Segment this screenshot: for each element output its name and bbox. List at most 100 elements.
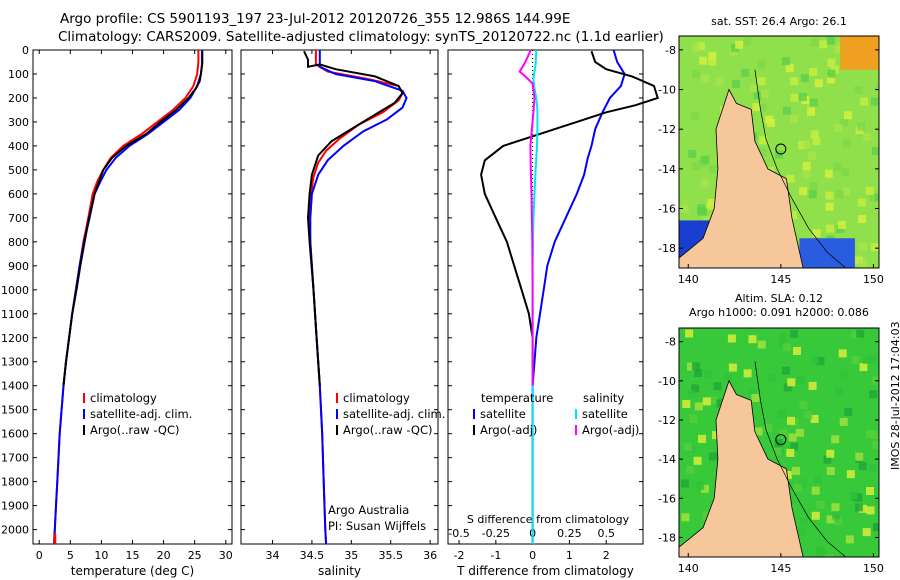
sla_map-pixel bbox=[850, 330, 859, 339]
sst_map-pixel bbox=[786, 174, 795, 183]
series-line-argo-raw-qc- bbox=[62, 51, 204, 386]
salinity-legend-label: climatology bbox=[343, 391, 410, 405]
sst_map-pixel bbox=[696, 42, 705, 51]
sla_map-pixel bbox=[723, 373, 732, 382]
salinity-axes-box bbox=[240, 49, 439, 545]
sst_map-pixel bbox=[812, 229, 821, 238]
diff-x2-label: S difference from climatology bbox=[467, 513, 630, 526]
sst_map-pixel bbox=[837, 220, 846, 229]
sla_map-pixel bbox=[798, 479, 807, 487]
differences-axes-box bbox=[447, 49, 644, 545]
sst_map-pixel bbox=[827, 58, 836, 67]
sst_map-pixel bbox=[757, 77, 766, 86]
sla_map-pixel bbox=[778, 410, 787, 419]
sst_map-pixel bbox=[800, 74, 809, 83]
sst_map-pixel bbox=[809, 67, 817, 76]
sla_map-pixel bbox=[698, 434, 706, 443]
sla_map-depth-contour bbox=[754, 361, 846, 558]
sla_map-pixel bbox=[810, 414, 819, 423]
sla_map-pixel bbox=[823, 455, 832, 464]
sla_map-xtick-label: 150 bbox=[863, 562, 884, 575]
sst_map-pixel bbox=[808, 190, 817, 199]
sst_map-ytick-label: -16 bbox=[658, 203, 676, 216]
sla_map-pixel bbox=[826, 449, 835, 458]
sst_map-pixel bbox=[827, 69, 836, 78]
sst_map-pixel bbox=[855, 126, 864, 135]
sla_map-pixel bbox=[691, 384, 700, 393]
sla_map-pixel bbox=[708, 452, 717, 461]
sst_map-pixel bbox=[731, 43, 739, 52]
diff-xtick-label: 1 bbox=[566, 549, 573, 562]
sla_map-pixel bbox=[713, 382, 722, 391]
sla_map-pixel bbox=[783, 471, 792, 479]
sst_map-pixel bbox=[701, 74, 709, 83]
sla_map-pixel bbox=[816, 546, 825, 555]
sla_map-pixel bbox=[813, 475, 822, 484]
sst_map-pixel bbox=[790, 115, 799, 124]
panel-differences: -2 -1 0 1 2-0.5 -0.25 0 0.25 0.5S difference fro… bbox=[447, 49, 659, 578]
sst_map-pixel bbox=[781, 57, 790, 66]
sst_map-pixel bbox=[809, 181, 818, 190]
sst_map-pixel bbox=[843, 139, 851, 148]
sla_map-pixel bbox=[701, 484, 709, 493]
sla-map-title1: Altim. SLA: 0.12 bbox=[735, 292, 823, 305]
sla_map-pixel bbox=[846, 470, 855, 479]
sla_map-pixel bbox=[811, 511, 820, 520]
sla_map-pixel bbox=[808, 381, 817, 390]
depth-tick-label: 600 bbox=[8, 188, 29, 201]
sla_map-frame bbox=[678, 327, 880, 558]
depth-tick-label: 1000 bbox=[1, 284, 29, 297]
sla_map-pixel bbox=[768, 373, 777, 382]
series-line-t-argo-adj- bbox=[480, 50, 659, 386]
sla_map-pixel bbox=[712, 431, 721, 440]
sst_map-pixel bbox=[731, 80, 740, 89]
diff-xtick-label: 2 bbox=[603, 549, 610, 562]
sla_map-pixel bbox=[727, 334, 736, 343]
sla_map-pixel bbox=[841, 371, 849, 380]
series-line-satellite-adj-clim- bbox=[309, 50, 408, 545]
sst_map-pixel bbox=[812, 137, 821, 146]
sla_map-pixel bbox=[863, 355, 872, 364]
sst_map-pixel bbox=[871, 97, 879, 106]
temperature-legend-label: climatology bbox=[90, 391, 157, 405]
sst_map-pixel bbox=[680, 204, 689, 213]
sst_map-pixel bbox=[729, 48, 738, 56]
salinity-legend-label: satellite-adj. clim. bbox=[343, 407, 445, 421]
series-line-t-satellite bbox=[531, 49, 626, 544]
sla_map-pixel bbox=[811, 355, 820, 364]
sst_map-pixel bbox=[688, 149, 697, 158]
sst_map-pixel bbox=[758, 103, 767, 112]
sla_map-pixel bbox=[845, 535, 854, 544]
sst_map-pixel bbox=[863, 132, 872, 141]
sla_map-pixel bbox=[778, 333, 787, 342]
sst_map-pixel bbox=[833, 163, 842, 172]
sst_map-pixel bbox=[802, 140, 811, 149]
sst_map-pixel bbox=[865, 186, 874, 195]
sla_map-pixel bbox=[709, 396, 718, 405]
temperature-axes-box bbox=[32, 49, 233, 545]
sla_map-ytick-label: -10 bbox=[658, 375, 676, 388]
temperature-xtick-label: 25 bbox=[188, 549, 202, 562]
sst_map-pixel bbox=[799, 187, 807, 196]
sst-warm-patch bbox=[840, 36, 879, 70]
sla_map-pixel bbox=[858, 462, 867, 471]
sst_map-pixel bbox=[752, 103, 761, 112]
sst_map-pixel bbox=[819, 40, 828, 49]
sst_map-pixel bbox=[753, 91, 762, 100]
depth-tick-label: 300 bbox=[8, 116, 29, 129]
sst_map-pixel bbox=[835, 189, 844, 198]
sla_map-pixel bbox=[793, 483, 802, 492]
sst_map-pixel bbox=[692, 162, 701, 171]
sst_map-pixel bbox=[785, 64, 794, 72]
sst_map-pixel bbox=[807, 107, 816, 116]
temperature-xtick-label: 5 bbox=[67, 549, 74, 562]
sst_map-pixel bbox=[836, 225, 845, 233]
sst_map-pixel bbox=[697, 204, 706, 213]
sst_map-pixel bbox=[858, 215, 867, 224]
sla_map-pixel bbox=[825, 554, 834, 557]
salinity-xlabel: salinity bbox=[318, 564, 361, 578]
sla_map-pixel bbox=[866, 487, 874, 495]
diff-x2tick-label: 0.25 bbox=[557, 527, 582, 540]
sst_map-pixel bbox=[715, 77, 724, 86]
diff-xtick-label: 0 bbox=[529, 549, 536, 562]
